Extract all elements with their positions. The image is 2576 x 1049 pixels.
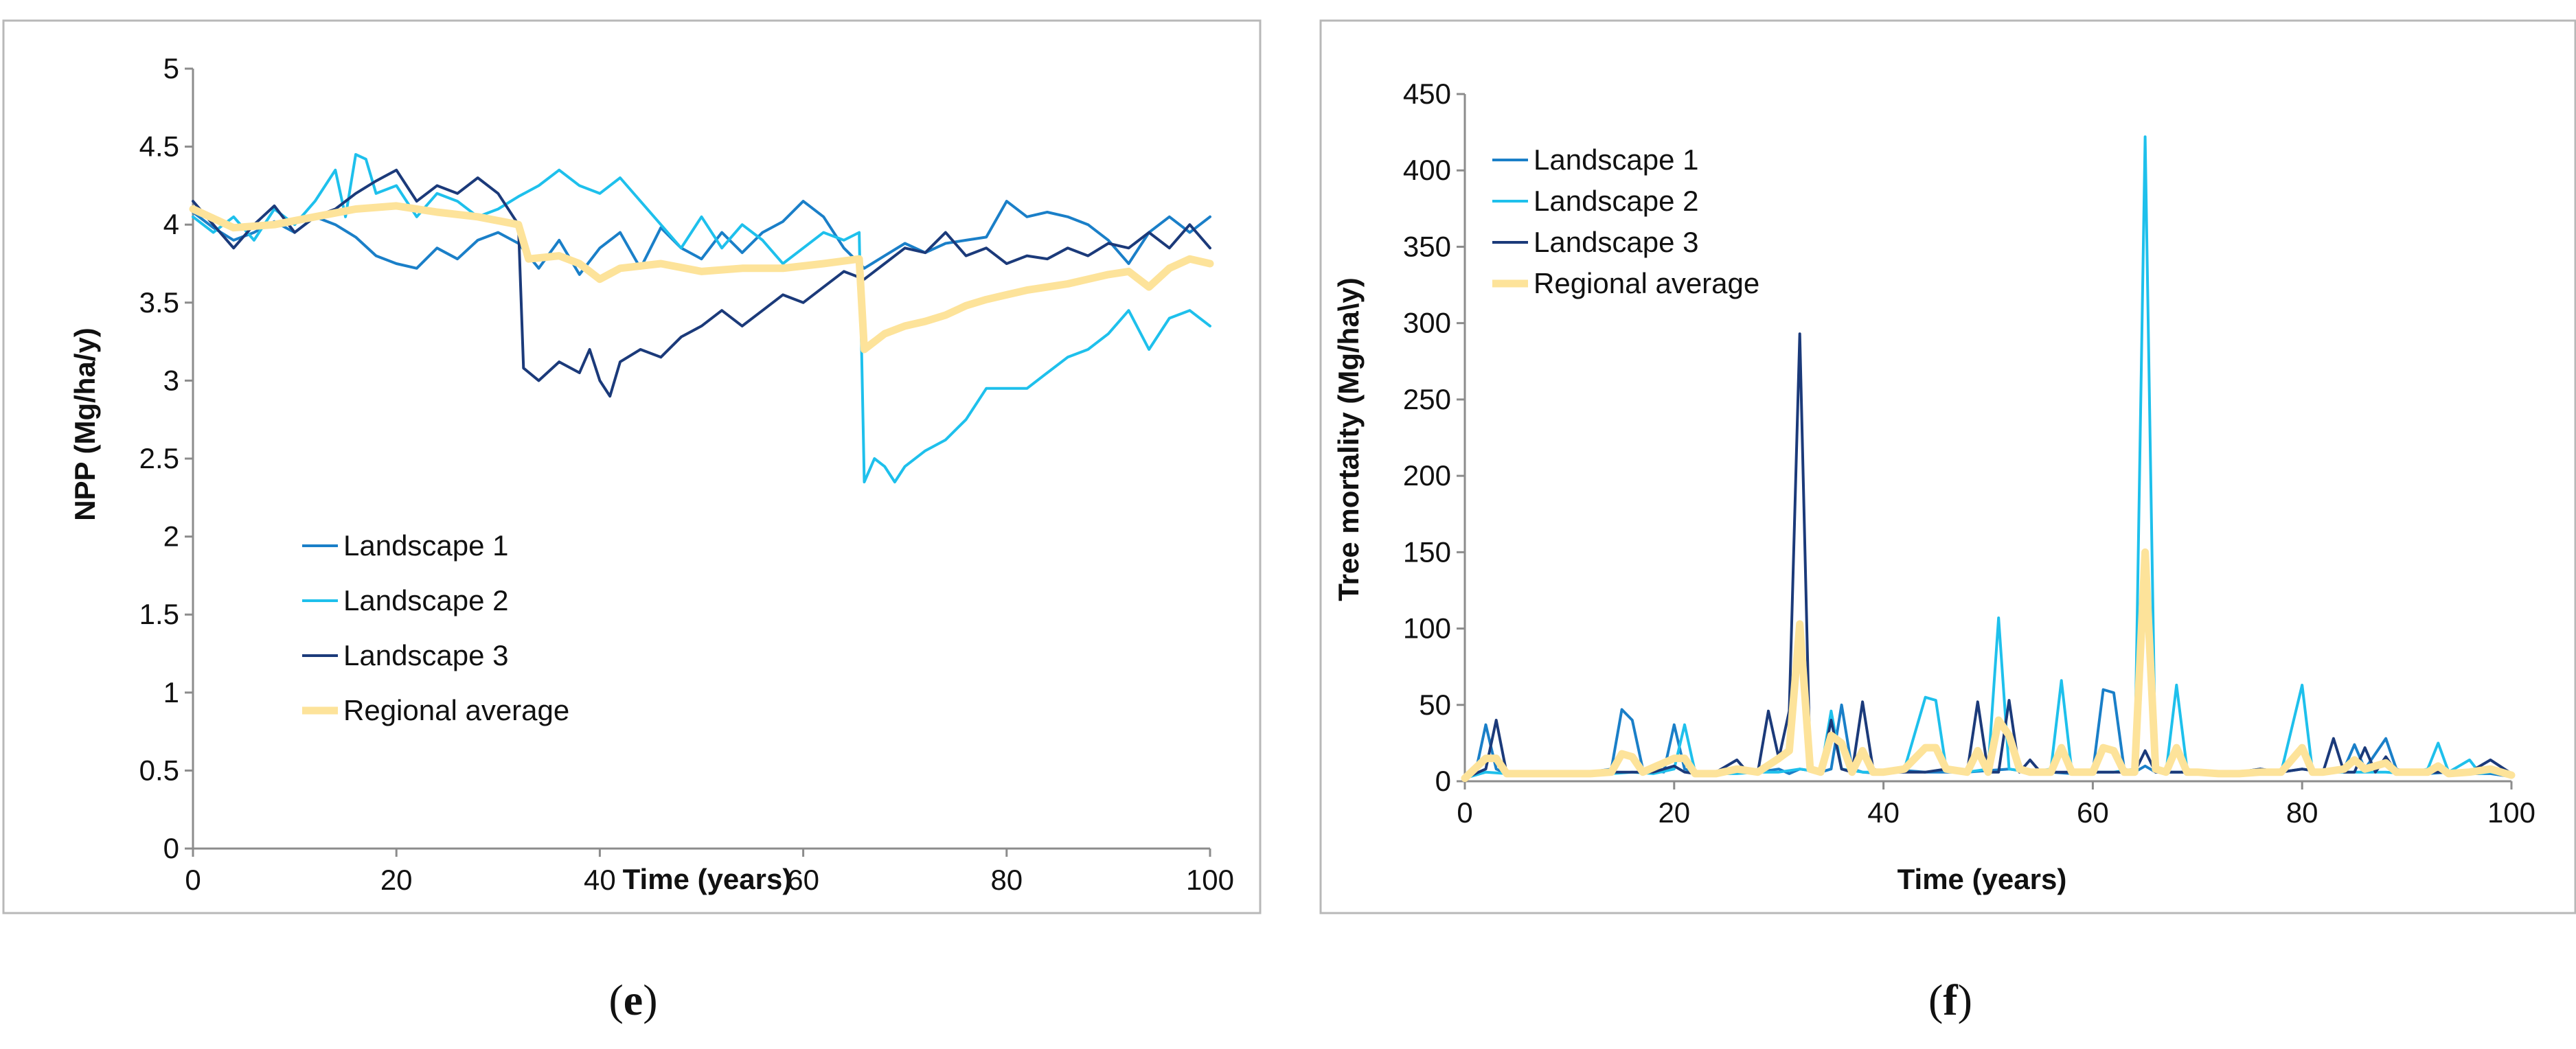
legend-label: Landscape 2 (1534, 185, 1699, 217)
y-tick-label: 0 (1435, 765, 1451, 797)
y-tick-label: 5 (163, 52, 179, 84)
legend: Landscape 1 Landscape 2 Landscape 3 Regiona… (302, 529, 569, 726)
x-tick-label: 40 (584, 864, 616, 896)
panel-caption: (f) (1928, 976, 1972, 1024)
legend-label: Landscape 3 (1534, 226, 1699, 258)
x-axis-title: Time (years) (1897, 863, 2067, 895)
x-tick-label: 80 (990, 864, 1023, 896)
y-tick-label: 400 (1403, 154, 1451, 186)
panel-caption: (e) (608, 976, 657, 1024)
legend: Landscape 1 Landscape 2 Landscape 3 Regiona… (1492, 143, 1759, 299)
series-line-landscape-3 (192, 168, 1211, 398)
x-tick-label: 20 (380, 864, 413, 896)
y-tick-label: 300 (1403, 307, 1451, 339)
legend-label: Landscape 1 (1534, 143, 1699, 176)
legend-label: Regional average (343, 694, 569, 726)
legend-label: Regional average (1534, 267, 1759, 299)
y-tick-label: 4.5 (139, 130, 179, 163)
chart-frame (1319, 19, 2576, 914)
y-tick-label: 3.5 (139, 286, 179, 319)
y-tick-label: 1.5 (139, 598, 179, 630)
series-line-regional-average (189, 202, 1214, 354)
x-tick-label: 60 (787, 864, 819, 896)
series-line-landscape-3 (1463, 332, 2513, 780)
y-tick-label: 50 (1419, 689, 1451, 721)
x-tick-label: 100 (2487, 796, 2535, 829)
series-line-regional-average (1461, 548, 2516, 783)
y-tick-label: 200 (1403, 459, 1451, 492)
y-tick-label: 450 (1403, 78, 1451, 110)
x-tick-label: 100 (1186, 864, 1234, 896)
chart-panel-e: 0 0.5 1 1.5 2 2.5 3 3.5 4 4.5 5 0 20 40 60 80 100 Landsca… (2, 19, 1262, 914)
chart-frame (2, 19, 1262, 914)
x-tick-label: 80 (2286, 796, 2318, 829)
y-tick-label: 150 (1403, 535, 1451, 568)
y-axis-title: NPP (Mg/ha/y) (69, 327, 101, 521)
legend-label: Landscape 1 (343, 529, 509, 562)
chart-panel-f: 0 50 100 150 200 250 300 350 400 450 0 20 40 60 80 100 L… (1319, 19, 2576, 914)
legend-label: Landscape 2 (343, 584, 509, 616)
y-tick-label: 0.5 (139, 754, 179, 786)
y-tick-label: 0 (163, 832, 179, 864)
series-line-landscape-1 (192, 200, 1211, 276)
x-tick-label: 20 (1658, 796, 1690, 829)
legend-label: Landscape 3 (343, 639, 509, 671)
x-tick-label: 0 (1457, 796, 1472, 829)
y-tick-label: 2 (163, 520, 179, 553)
x-tick-label: 0 (185, 864, 201, 896)
y-tick-label: 1 (163, 676, 179, 708)
y-axis-title: Tree mortality (Mg/ha\y) (1332, 277, 1365, 601)
x-axis-title: Time (years) (623, 863, 793, 895)
x-tick-label: 60 (2077, 796, 2109, 829)
y-tick-label: 3 (163, 364, 179, 396)
y-tick-label: 100 (1403, 612, 1451, 645)
y-tick-label: 2.5 (139, 442, 179, 474)
y-tick-label: 4 (163, 208, 179, 240)
series-line-landscape-2 (192, 153, 1211, 484)
x-tick-label: 40 (1867, 796, 1900, 829)
y-tick-label: 250 (1403, 383, 1451, 415)
y-tick-label: 350 (1403, 230, 1451, 262)
